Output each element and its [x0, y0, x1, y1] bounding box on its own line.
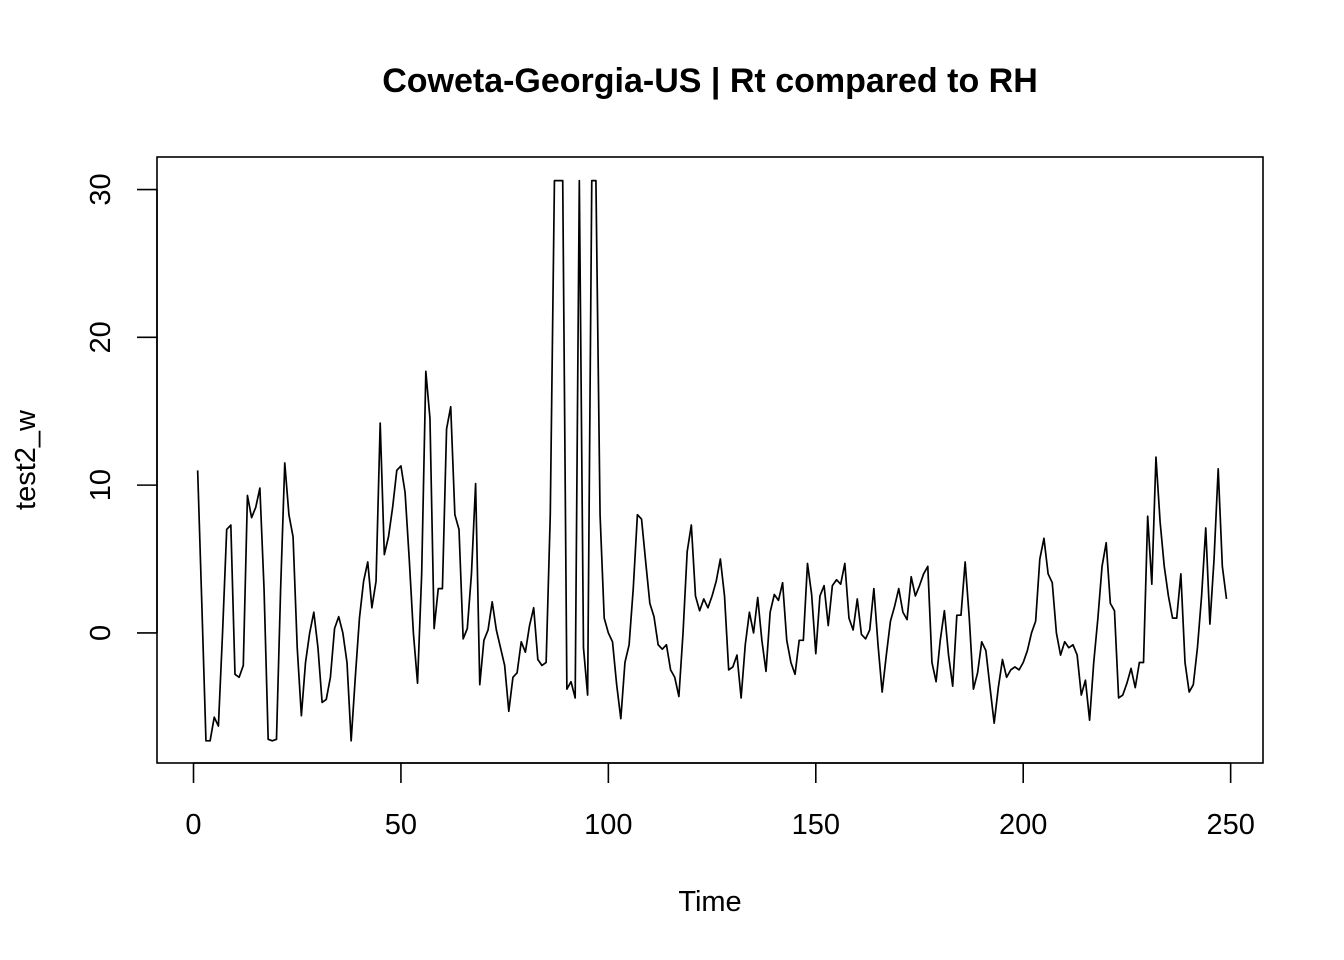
series-layer	[196, 179, 1228, 742]
x-tick-label: 100	[584, 809, 632, 841]
x-axis: 0 50 100 150 200 250	[185, 762, 1255, 841]
y-tick-label: 30	[85, 173, 117, 205]
x-axis-label: Time	[678, 886, 741, 918]
x-tick-label: 250	[1206, 809, 1254, 841]
series-line	[196, 179, 1228, 742]
x-tick-label: 0	[185, 809, 201, 841]
y-axis: 0 10 20 30	[85, 173, 158, 641]
y-axis-label: test2_w	[10, 409, 42, 510]
x-tick-label: 200	[999, 809, 1047, 841]
x-tick-label: 50	[385, 809, 417, 841]
y-tick-label: 20	[85, 321, 117, 353]
chart-title: Coweta-Georgia-US | Rt compared to RH	[382, 62, 1038, 100]
x-tick-label: 150	[792, 809, 840, 841]
y-tick-label: 0	[85, 625, 117, 641]
y-tick-label: 10	[85, 469, 117, 501]
plot-frame	[156, 156, 1264, 764]
